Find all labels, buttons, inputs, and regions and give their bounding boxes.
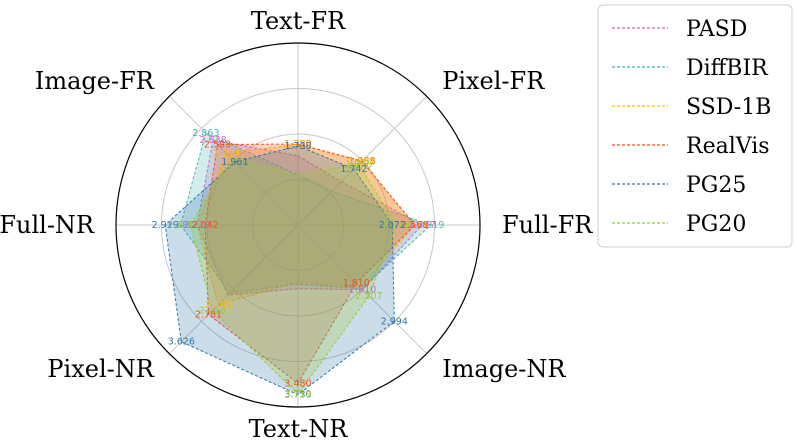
data-label: 1.810 <box>343 278 370 289</box>
data-label: 2.169 <box>383 220 410 231</box>
axis-labels: Text-FR Pixel-FR Full-FR Image-NR Text-NR Pix… <box>0 7 593 443</box>
data-label: 2.919 <box>152 220 179 231</box>
data-label: 2.727 <box>408 220 435 231</box>
data-label: 2.863 <box>192 128 219 139</box>
axis-label-image-nr: Image-NR <box>442 355 566 383</box>
data-label: 1.988 <box>348 156 375 167</box>
data-label: 2.503 <box>204 140 231 151</box>
series-pg20 <box>189 156 398 395</box>
legend-label-realvis: RealVis <box>686 134 770 159</box>
data-label: 3.480 <box>284 378 311 389</box>
data-label: 2.638 <box>199 135 226 146</box>
legend-label-diffbir: DiffBIR <box>686 56 769 81</box>
axis-label-pixel-nr: Pixel-NR <box>47 355 154 383</box>
legend-label-ssd-1b: SSD-1B <box>686 95 771 120</box>
grid-spoke <box>168 95 299 226</box>
data-label: 2.781 <box>195 310 222 321</box>
series-pasd <box>196 139 423 296</box>
data-label: 2.994 <box>381 316 408 327</box>
axis-label-text-nr: Text-NR <box>249 415 349 443</box>
data-label: 2.010 <box>349 285 376 296</box>
data-label: 1.775 <box>284 139 311 150</box>
data-label: 1.961 <box>221 157 248 168</box>
data-label: 2.362 <box>177 220 204 231</box>
data-label: 3.730 <box>284 390 311 401</box>
data-label: 2.658 <box>199 306 226 317</box>
series-ssd-1b <box>196 143 416 306</box>
series-realvis <box>204 143 416 385</box>
data-label: 1.780 <box>284 139 311 150</box>
data-label: 2.483 <box>204 300 231 311</box>
legend-label-pg20: PG20 <box>686 212 746 237</box>
data-label: 2.042 <box>191 220 218 231</box>
axis-label-full-fr: Full-FR <box>502 211 593 239</box>
axis-label-full-nr: Full-NR <box>0 211 95 239</box>
data-label: 2.215 <box>213 149 240 160</box>
data-label: 2.207 <box>355 291 382 302</box>
data-label: 2.919 <box>417 220 444 231</box>
data-label: 1.738 <box>284 141 311 152</box>
legend-frame <box>597 4 793 248</box>
grid-spoke <box>168 224 299 355</box>
legend-label-pasd: PASD <box>686 17 747 42</box>
data-label: 2.568 <box>401 220 428 231</box>
data-label: 2.569 <box>401 220 428 231</box>
data-label: 1.981 <box>348 156 375 167</box>
axis-label-image-fr: Image-FR <box>35 67 155 95</box>
outer-ring <box>115 42 481 408</box>
data-label: 2.220 <box>183 220 210 231</box>
data-label: 2.072 <box>379 220 406 231</box>
data-label: 2.580 <box>167 220 194 231</box>
data-label: 1.888 <box>345 159 372 170</box>
legend: PASD DiffBIR SSD-1B RealVis PG25 PG20 <box>597 4 793 248</box>
radar-series <box>164 132 432 396</box>
axis-label-pixel-fr: Pixel-FR <box>442 67 545 95</box>
data-label: 3.719 <box>284 389 311 400</box>
legend-label-pg25: PG25 <box>686 173 746 198</box>
data-label: 3.626 <box>168 337 195 348</box>
series-diffbir <box>180 132 432 294</box>
axis-label-text-fr: Text-FR <box>251 7 346 35</box>
data-label: 1.742 <box>340 164 367 175</box>
